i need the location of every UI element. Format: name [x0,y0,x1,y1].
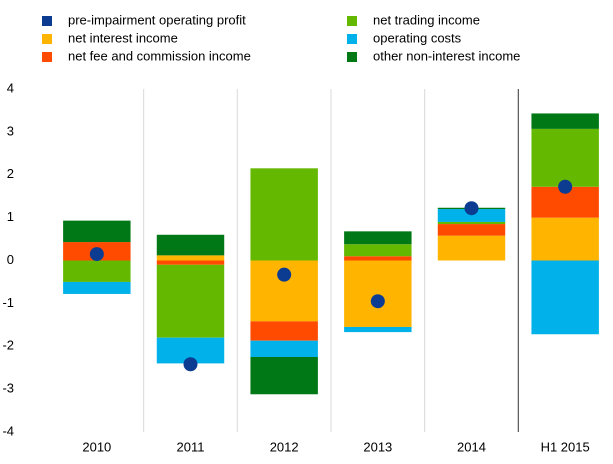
bar-segment [531,128,599,187]
dot [558,179,573,194]
dot [464,201,479,216]
bar-segment [344,256,412,261]
legend-marker [347,34,357,44]
legend-label: net fee and commission income [68,48,251,63]
bar-segment [63,281,131,294]
legend-label: net trading income [373,12,480,27]
bar-segment [156,234,225,256]
bar-segment [156,260,225,265]
bar-segment [156,264,225,338]
legend-marker [42,52,52,62]
y-tick-label: -1 [2,295,14,310]
x-tick-label: 2011 [177,439,205,454]
bar-segment [344,260,412,327]
legend-label: other non-interest income [373,48,520,63]
bar-segment [63,260,131,282]
x-tick-label: 2012 [270,439,299,454]
legend-label: operating costs [373,30,462,45]
bar-segment [437,209,506,222]
bar-segment [250,356,318,395]
legend-marker [42,16,52,26]
dot [89,247,104,262]
y-tick-label: 4 [7,80,14,95]
bar-segment [250,321,318,341]
dot [277,267,292,282]
dot [183,357,198,372]
bar-segment [437,224,506,236]
y-tick-label: -2 [2,338,14,353]
bar-segment [531,113,599,129]
y-tick-label: 3 [7,123,14,138]
legend-label: pre-impairment operating profit [68,12,246,27]
x-tick-label: H1 2015 [541,439,590,454]
bar-segment [437,221,506,225]
bar-segment [250,340,318,357]
bar-segment [344,244,412,257]
y-tick-label: 1 [7,209,14,224]
y-tick-label: 2 [7,166,14,181]
bar-segment [531,217,599,261]
x-tick-label: 2014 [457,439,486,454]
y-tick-label: -4 [2,423,14,438]
bar-segment [344,326,412,333]
bar-segment [250,168,318,261]
legend-marker [42,34,52,44]
legend-label: net interest income [68,30,178,45]
y-tick-label: -3 [2,381,14,396]
bar-segment [531,260,599,335]
bar-segment [156,255,225,261]
x-tick-label: 2010 [82,439,111,454]
legend-marker [347,16,357,26]
x-tick-label: 2013 [363,439,392,454]
dot [370,294,385,309]
bar-segment [437,235,506,261]
bar-segment [63,220,131,243]
legend-marker [347,52,357,62]
y-tick-label: 0 [7,252,14,267]
bar-segment [344,231,412,245]
